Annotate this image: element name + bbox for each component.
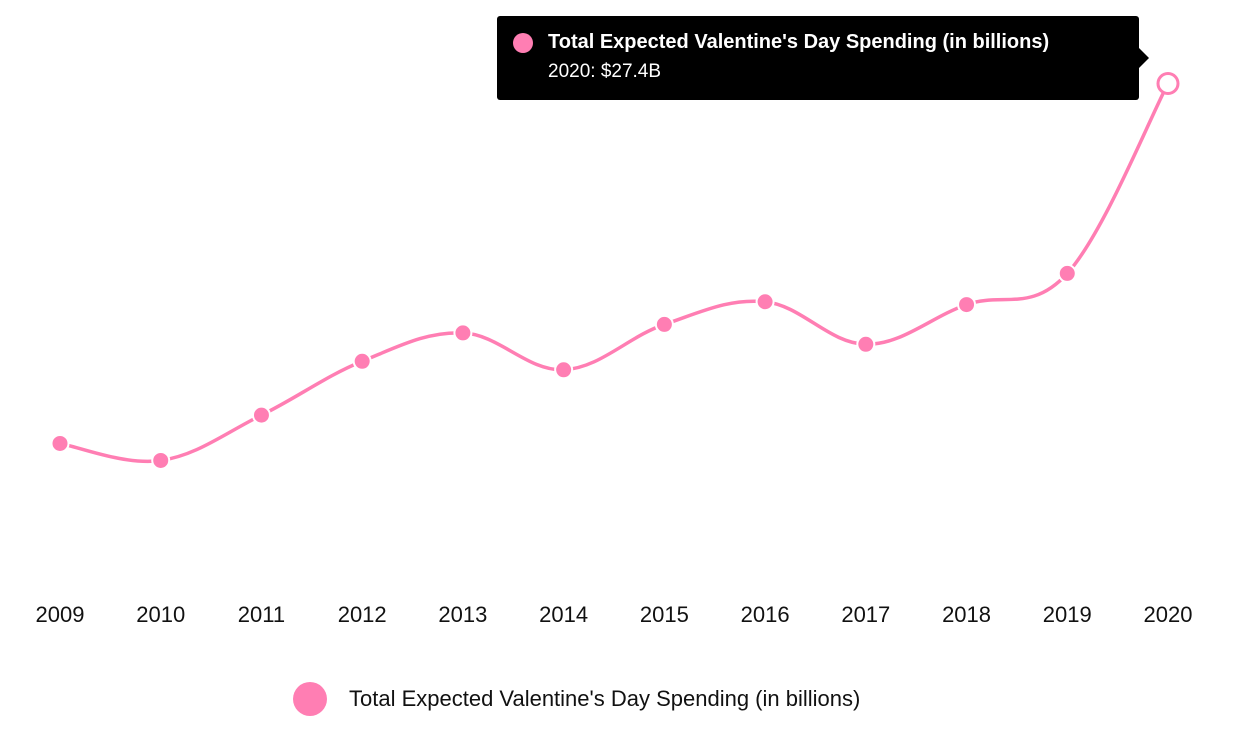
x-tick-label: 2019	[1043, 602, 1092, 627]
x-tick-label: 2009	[36, 602, 85, 627]
data-point[interactable]	[251, 405, 271, 425]
data-point[interactable]	[151, 450, 171, 470]
x-tick-label: 2015	[640, 602, 689, 627]
x-tick-label: 2020	[1144, 602, 1193, 627]
x-tick-label: 2016	[741, 602, 790, 627]
x-tick-label: 2017	[841, 602, 890, 627]
x-axis-tick-labels: 2009 2010 2011 2012 2013 2014 2015 2016 2017 2018…	[36, 602, 1193, 627]
data-point[interactable]	[1057, 263, 1077, 283]
legend-label[interactable]: Total Expected Valentine's Day Spending …	[349, 686, 861, 711]
series-line	[58, 81, 1170, 464]
tooltip-series-name: Total Expected Valentine's Day Spending …	[548, 31, 1050, 53]
x-tick-label: 2014	[539, 602, 588, 627]
legend-swatch-icon[interactable]	[293, 682, 327, 716]
data-point[interactable]	[352, 351, 372, 371]
x-tick-label: 2012	[338, 602, 387, 627]
data-point[interactable]	[957, 295, 977, 315]
hover-tooltip: Total Expected Valentine's Day Spending …	[497, 16, 1149, 100]
tooltip-point-value: 2020: $27.4B	[548, 61, 662, 82]
data-point-highlighted[interactable]	[1156, 72, 1180, 96]
tooltip-pointer	[1139, 48, 1149, 68]
data-points-layer	[50, 72, 1180, 470]
x-tick-label: 2010	[136, 602, 185, 627]
x-tick-label: 2013	[438, 602, 487, 627]
data-point[interactable]	[554, 360, 574, 380]
x-tick-label: 2018	[942, 602, 991, 627]
data-point[interactable]	[856, 334, 876, 354]
data-point[interactable]	[50, 433, 70, 453]
data-point[interactable]	[453, 323, 473, 343]
x-tick-label: 2011	[238, 602, 285, 627]
data-point[interactable]	[755, 292, 775, 312]
tooltip-series-dot-icon	[513, 33, 533, 53]
series-line-layer	[58, 81, 1170, 464]
data-point[interactable]	[654, 314, 674, 334]
legend[interactable]: Total Expected Valentine's Day Spending …	[293, 682, 860, 716]
